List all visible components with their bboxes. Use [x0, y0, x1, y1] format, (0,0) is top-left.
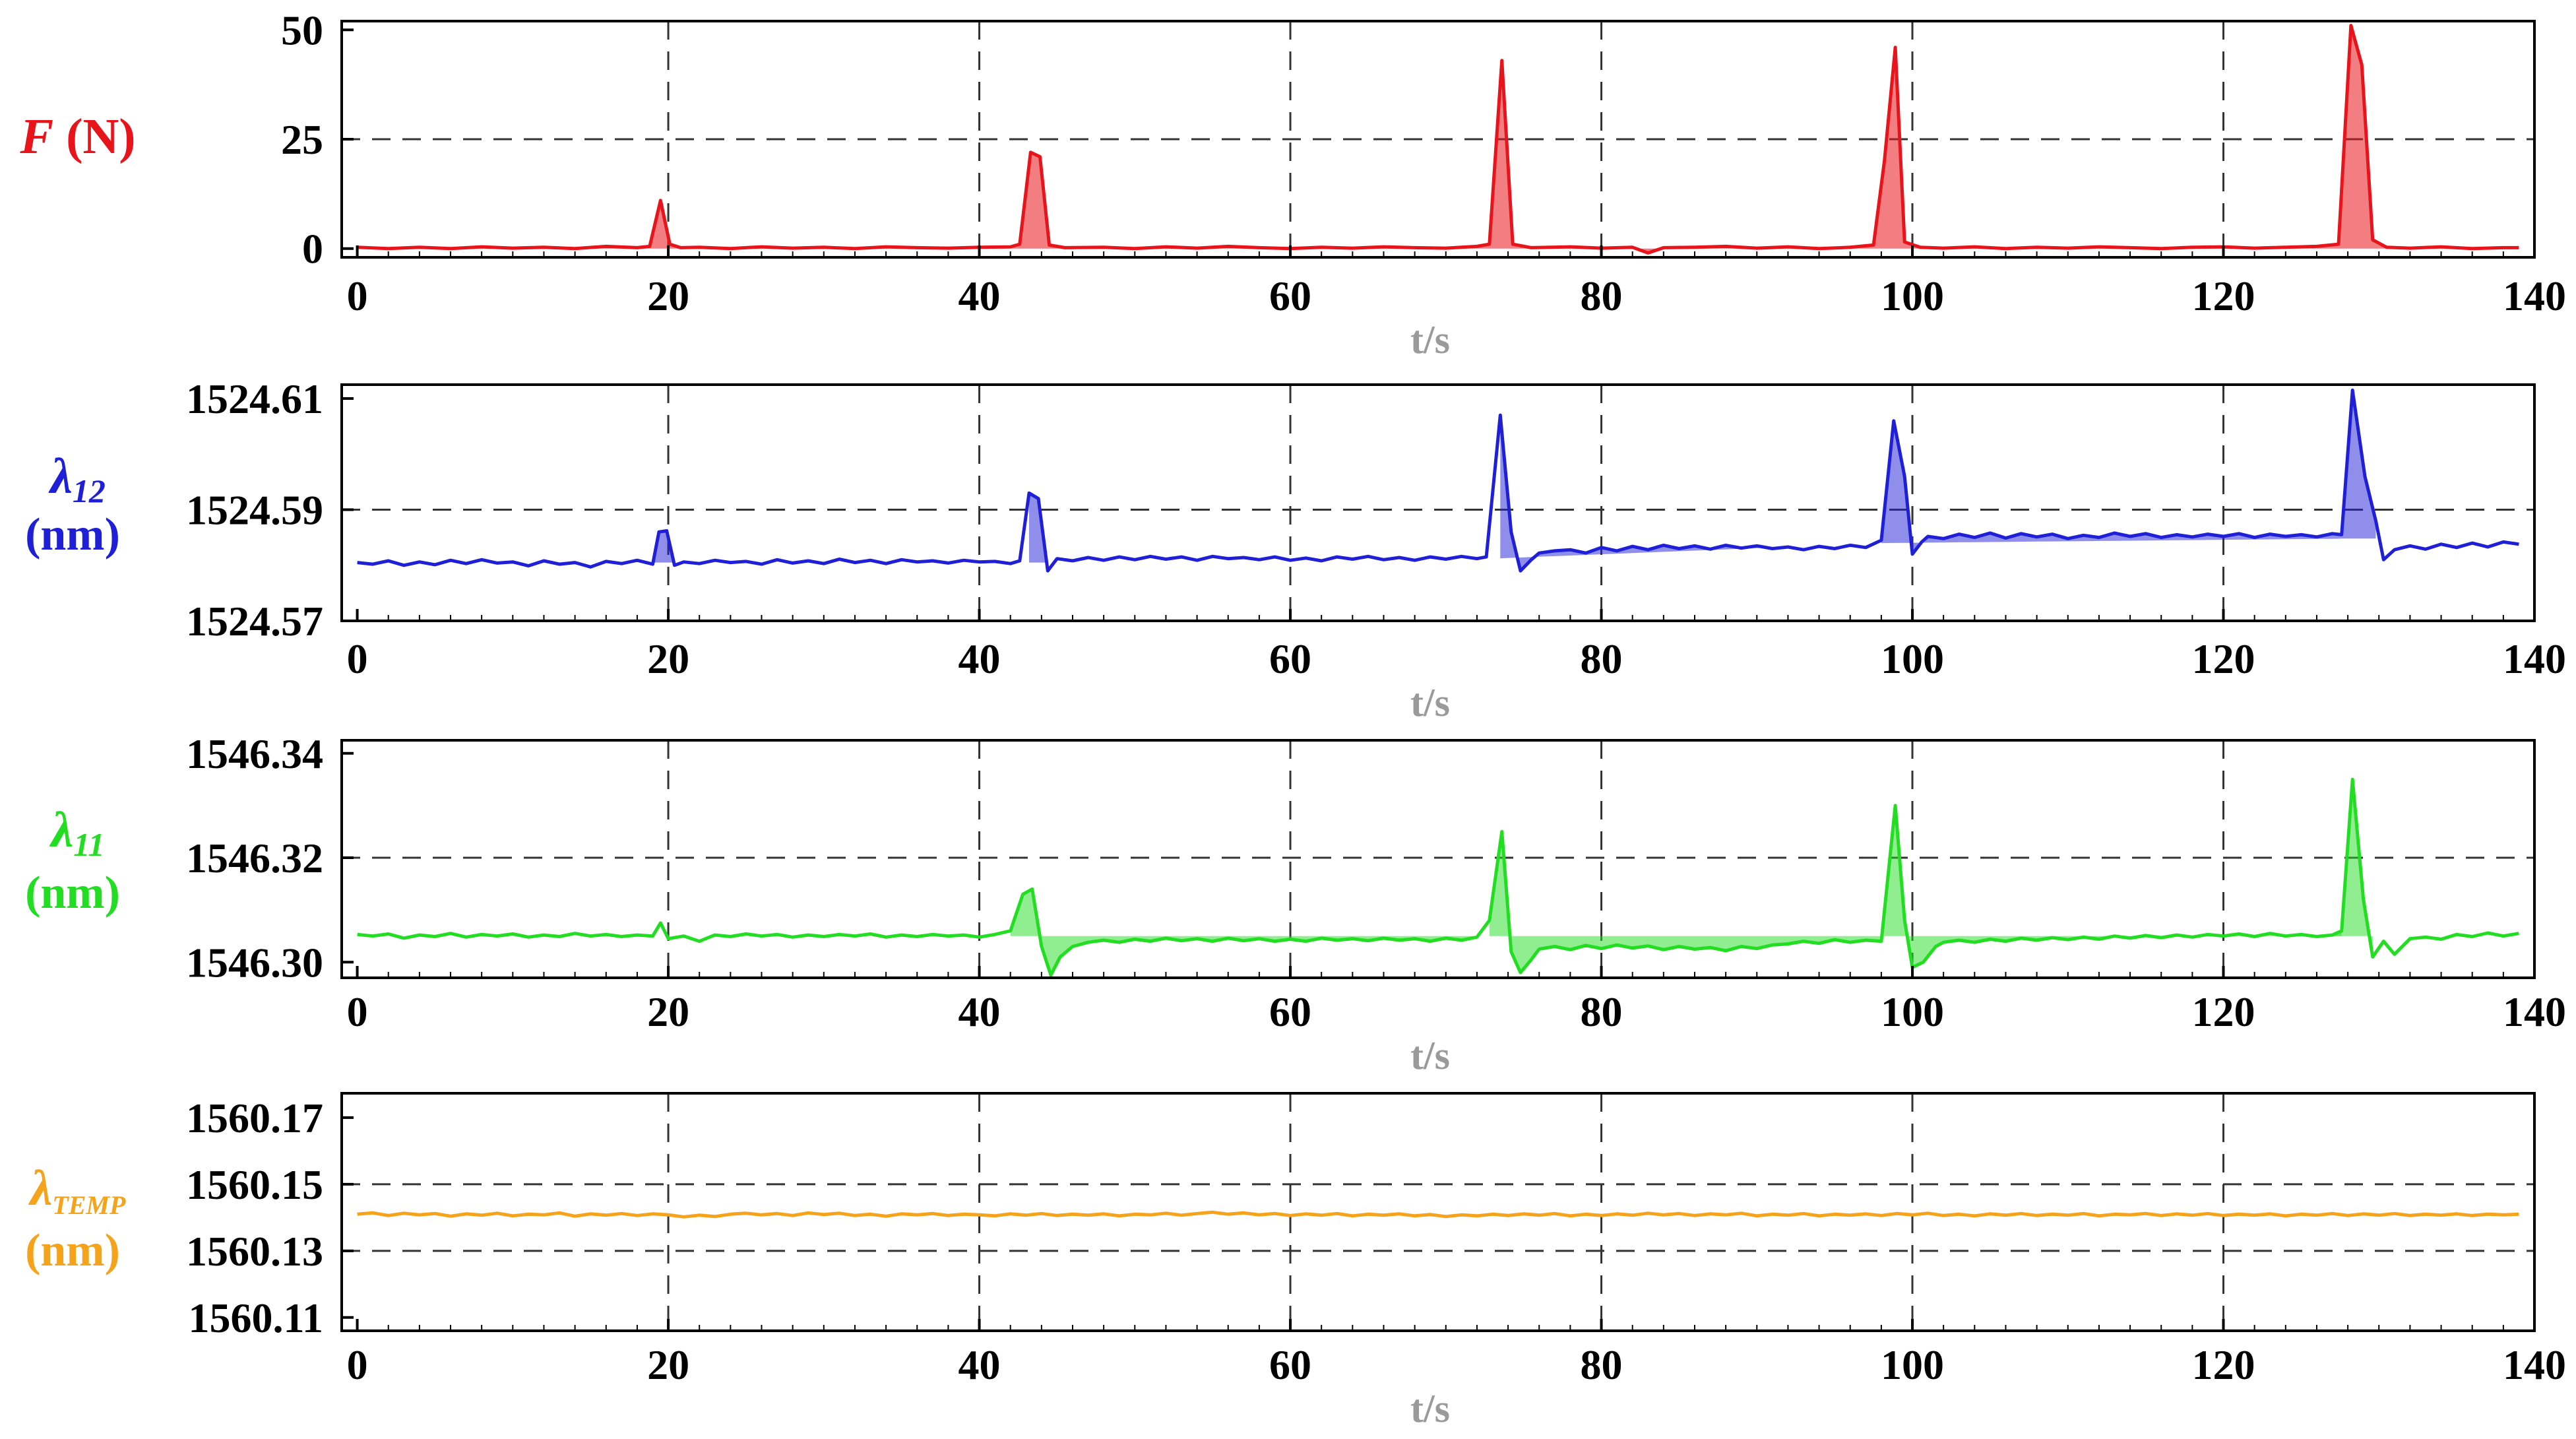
x-tick-label: 80	[1581, 988, 1623, 1035]
x-tick-label: 120	[2192, 635, 2255, 682]
x-tick-label: 40	[958, 1341, 1001, 1388]
x-tick-label: 140	[2503, 988, 2566, 1035]
y-tick-label: 1524.61	[186, 375, 323, 422]
x-tick-label: 120	[2192, 272, 2255, 319]
y-axis-label: F (N)	[19, 109, 135, 164]
x-tick-label: 80	[1581, 272, 1623, 319]
x-tick-label: 0	[347, 1341, 368, 1388]
x-tick-label: 40	[958, 272, 1001, 319]
y-tick-label: 1560.11	[189, 1295, 323, 1341]
y-axis-unit: (nm)	[25, 868, 120, 918]
panel-4: 0 20 40 60 80 100 120 140 1560.11 1560.13 1560.15 1…	[25, 1092, 2566, 1430]
series-line	[357, 1210, 2519, 1219]
y-tick-label: 1560.17	[186, 1095, 323, 1141]
series-fill	[2332, 779, 2373, 957]
y-axis-unit: (nm)	[25, 1225, 120, 1276]
x-tick-label: 40	[958, 988, 1001, 1035]
plot-frame	[340, 383, 2536, 622]
x-tick-label: 20	[647, 635, 689, 682]
x-tick-label: 20	[647, 272, 689, 319]
x-axis-label: t/s	[1410, 318, 1450, 362]
y-axis-label: λ12	[48, 449, 106, 509]
x-tick-label: 40	[958, 635, 1001, 682]
y-axis-label: λ11	[49, 802, 105, 863]
y-tick-label: 0	[302, 226, 323, 272]
x-tick-label: 60	[1269, 635, 1311, 682]
x-tick-label: 100	[1881, 635, 1944, 682]
x-tick-label: 0	[347, 272, 368, 319]
y-axis-label: λTEMP	[28, 1161, 126, 1220]
x-tick-label: 100	[1881, 272, 1944, 319]
panel-3: 0 20 40 60 80 100 120 140 1546.30 1546.32 1546.34 t…	[25, 730, 2566, 1077]
y-tick-label: 1560.13	[186, 1228, 323, 1275]
x-tick-label: 80	[1581, 1341, 1623, 1388]
x-tick-label: 20	[647, 988, 689, 1035]
y-tick-label: 50	[281, 7, 323, 53]
x-tick-label: 100	[1881, 988, 1944, 1035]
plot-frame	[340, 1092, 2536, 1332]
series-fill	[1029, 493, 1048, 571]
x-axis-label: t/s	[1410, 1034, 1450, 1077]
x-tick-label: 0	[347, 635, 368, 682]
y-tick-label: 1546.30	[186, 939, 323, 986]
x-tick-label: 60	[1269, 988, 1311, 1035]
series-fill	[1489, 831, 1881, 973]
series-fill	[1881, 420, 2342, 554]
y-tick-label: 1524.57	[186, 598, 323, 645]
plot-frame	[340, 739, 2536, 979]
y-tick-label: 25	[281, 116, 323, 163]
series-fill	[1010, 889, 1477, 975]
x-tick-label: 80	[1581, 635, 1623, 682]
y-tick-label: 1524.59	[186, 487, 323, 534]
x-tick-label: 100	[1881, 1341, 1944, 1388]
x-tick-label: 140	[2503, 1341, 2566, 1388]
panel-2: 0 20 40 60 80 100 120 140 1524.57 1524.59 1524.61 t…	[25, 375, 2566, 724]
x-tick-label: 140	[2503, 272, 2566, 319]
x-tick-label: 0	[347, 988, 368, 1035]
series-line	[357, 24, 2519, 255]
series-line	[357, 388, 2519, 573]
panel-1: 0 20 40 60 80 100 120 140 0 25 50 t/s F (N)	[19, 7, 2566, 362]
y-tick-label: 1546.34	[186, 730, 323, 777]
x-axis-label: t/s	[1410, 681, 1450, 724]
y-tick-label: 1560.15	[186, 1161, 323, 1208]
y-axis-unit: (nm)	[25, 509, 120, 560]
x-tick-label: 20	[647, 1341, 689, 1388]
x-axis-label: t/s	[1410, 1387, 1450, 1430]
y-tick-label: 1546.32	[186, 835, 323, 881]
x-tick-label: 60	[1269, 1341, 1311, 1388]
x-tick-label: 140	[2503, 635, 2566, 682]
x-tick-label: 60	[1269, 272, 1311, 319]
x-tick-label: 120	[2192, 988, 2255, 1035]
series-line	[357, 777, 2519, 977]
series-fill	[1881, 805, 2342, 968]
x-tick-label: 120	[2192, 1341, 2255, 1388]
